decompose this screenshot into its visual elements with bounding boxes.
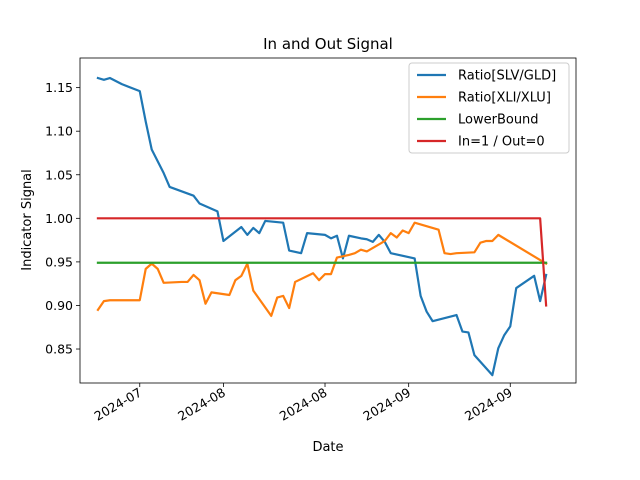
y-tick-label: 1.15 xyxy=(45,80,73,95)
series-line-3 xyxy=(96,217,548,307)
x-tick-label: 2024-08 xyxy=(277,385,330,424)
y-tick-label: 0.85 xyxy=(45,342,73,357)
chart-title: In and Out Signal xyxy=(263,35,393,53)
legend-label-2: LowerBound xyxy=(458,113,539,128)
x-tick-label: 2024-09 xyxy=(462,385,515,424)
y-tick-label: 1.00 xyxy=(45,211,73,226)
plot-frame xyxy=(79,57,577,384)
x-tick-label: 2024-09 xyxy=(360,385,413,424)
x-axis: 2024-07 2024-08 2024-08 2024-09 2024-09 xyxy=(92,383,515,424)
legend-label-1: Ratio[XLI/XLU] xyxy=(458,91,551,106)
series-line-0 xyxy=(96,76,548,377)
x-axis-label: Date xyxy=(312,440,343,455)
y-tick-label: 1.10 xyxy=(45,124,73,139)
y-axis: 0.85 0.90 0.95 1.00 1.05 1.10 1.15 xyxy=(45,80,80,357)
legend-label-3: In=1 / Out=0 xyxy=(458,135,545,150)
legend: Ratio[SLV/GLD] Ratio[XLI/XLU] LowerBound In… xyxy=(408,62,570,154)
y-tick-label: 0.90 xyxy=(45,298,73,313)
plot-area xyxy=(96,76,548,377)
x-tick-label: 2024-08 xyxy=(175,385,228,424)
y-axis-label: Indicator Signal xyxy=(20,169,35,271)
x-tick-label: 2024-07 xyxy=(92,385,145,424)
y-tick-label: 1.05 xyxy=(45,167,73,182)
y-tick-label: 0.95 xyxy=(45,254,73,269)
series-line-1 xyxy=(96,221,548,318)
legend-label-0: Ratio[SLV/GLD] xyxy=(458,69,556,84)
legend-box xyxy=(408,62,570,154)
